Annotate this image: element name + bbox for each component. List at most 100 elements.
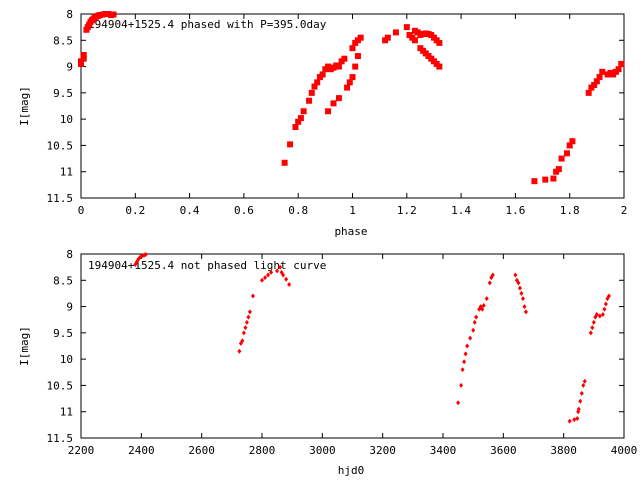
unphased-data-point xyxy=(516,280,521,286)
unphased-data-point xyxy=(520,296,525,302)
unphased-data-point xyxy=(606,293,611,299)
unphased-x-tick: 2600 xyxy=(188,254,215,457)
phased-data-point xyxy=(325,108,332,115)
unphased-y-tick-label: 8.5 xyxy=(53,274,73,287)
phased-data-point xyxy=(403,24,410,31)
phased-data-point xyxy=(392,29,399,36)
unphased-data-point xyxy=(591,319,596,325)
phased-x-tick: 1.4 xyxy=(451,14,471,217)
phased-x-axis-label: phase xyxy=(334,225,367,238)
unphased-x-tick: 2400 xyxy=(128,254,155,457)
unphased-data-point xyxy=(588,330,593,336)
phased-y-tick: 11 xyxy=(60,166,624,179)
unphased-y-tick-label: 11.5 xyxy=(47,432,74,445)
phased-y-tick-label: 10.5 xyxy=(47,139,74,152)
unphased-data-point xyxy=(513,272,518,278)
unphased-data-point xyxy=(603,301,608,307)
phased-light-curve-plot: 194904+1525.4 phased with P=395.0day pha… xyxy=(18,8,627,238)
phased-x-tick-label: 1.6 xyxy=(505,204,525,217)
phased-data-point xyxy=(436,39,443,46)
phased-data-point xyxy=(330,100,337,107)
unphased-data-point xyxy=(480,306,485,312)
unphased-data-point xyxy=(579,390,584,396)
unphased-data-point xyxy=(602,306,607,312)
unphased-data-point xyxy=(600,311,605,317)
phased-x-tick-label: 1 xyxy=(349,204,356,217)
unphased-y-tick: 8 xyxy=(66,248,624,261)
unphased-data-point xyxy=(269,269,274,275)
unphased-data-point xyxy=(487,280,492,286)
phased-y-tick: 9.5 xyxy=(53,87,624,100)
phased-data-point xyxy=(110,11,117,18)
unphased-data-point xyxy=(578,398,583,404)
unphased-x-tick-label: 2800 xyxy=(249,444,276,457)
unphased-x-axis-label: hjd0 xyxy=(338,464,365,477)
unphased-data-point xyxy=(581,382,586,388)
unphased-data-point xyxy=(523,309,528,315)
phased-x-tick-label: 0.2 xyxy=(125,204,145,217)
phased-y-tick: 10.5 xyxy=(47,139,624,152)
phased-x-tick-label: 1.8 xyxy=(560,204,580,217)
unphased-x-tick-label: 3400 xyxy=(430,444,457,457)
phased-data-point xyxy=(585,89,592,96)
unphased-y-tick: 11.5 xyxy=(47,432,624,445)
phased-data-point xyxy=(593,78,600,85)
unphased-x-tick-label: 2400 xyxy=(128,444,155,457)
unphased-plot-title: 194904+1525.4 not phased light curve xyxy=(88,259,326,272)
phased-y-tick-label: 10 xyxy=(60,113,73,126)
phased-data-point xyxy=(300,108,307,115)
phased-data-point xyxy=(311,83,318,90)
unphased-plot-frame xyxy=(80,253,625,439)
unphased-x-tick: 2800 xyxy=(249,254,276,457)
phased-x-tick: 1.6 xyxy=(505,14,525,217)
unphased-data-point xyxy=(463,351,468,357)
unphased-x-tick-label: 3200 xyxy=(369,444,396,457)
unphased-y-tick-label: 11 xyxy=(60,406,73,419)
unphased-data-point xyxy=(250,293,255,299)
unphased-data-point xyxy=(576,406,581,412)
phased-x-tick-label: 0.4 xyxy=(180,204,200,217)
phased-data-point xyxy=(436,63,443,70)
unphased-y-tick: 10 xyxy=(60,353,624,366)
phased-data-point xyxy=(531,178,538,185)
unphased-data-point xyxy=(472,319,477,325)
phased-x-tick: 0.6 xyxy=(234,14,254,217)
unphased-x-tick-label: 3800 xyxy=(550,444,577,457)
unphased-data-point xyxy=(468,335,473,341)
phased-y-axis-label: I[mag] xyxy=(18,86,31,126)
unphased-x-tick: 2200 xyxy=(68,254,94,457)
unphased-data-point xyxy=(456,400,461,406)
phased-y-tick-label: 8 xyxy=(66,8,73,21)
phased-data-point xyxy=(618,60,625,67)
phased-data-point xyxy=(596,74,603,81)
phased-x-tick: 0.2 xyxy=(125,14,145,217)
unphased-data-point xyxy=(471,327,476,333)
phased-data-point xyxy=(80,55,87,62)
unphased-y-tick: 11 xyxy=(60,406,624,419)
phased-y-tick-label: 9 xyxy=(66,61,73,74)
unphased-x-tick: 3800 xyxy=(550,254,577,457)
phased-x-tick: 1.8 xyxy=(560,14,580,217)
phased-x-tick-label: 0.6 xyxy=(234,204,254,217)
unphased-x-tick-label: 3600 xyxy=(490,444,517,457)
phased-y-tick-label: 8.5 xyxy=(53,34,73,47)
phased-x-tick-label: 2 xyxy=(621,204,628,217)
phased-data-point xyxy=(563,150,570,157)
unphased-y-tick: 8.5 xyxy=(53,274,624,287)
phased-data-point xyxy=(566,142,573,149)
unphased-data-point xyxy=(278,264,283,270)
unphased-data-point xyxy=(460,367,465,373)
unphased-data-point xyxy=(597,313,602,319)
phased-x-tick: 0.8 xyxy=(288,14,308,217)
phased-data-point xyxy=(344,84,351,91)
phased-data-point xyxy=(569,138,576,145)
unphased-data-point xyxy=(474,314,479,320)
phased-y-tick-label: 11.5 xyxy=(47,192,74,205)
unphased-data-point xyxy=(522,304,527,310)
unphased-data-point xyxy=(284,276,289,282)
unphased-y-tick-label: 9 xyxy=(66,301,73,314)
phased-data-point xyxy=(615,66,622,73)
phased-y-tick: 10 xyxy=(60,113,624,126)
phased-x-tick-label: 0 xyxy=(78,204,85,217)
unphased-data-point xyxy=(567,418,572,424)
